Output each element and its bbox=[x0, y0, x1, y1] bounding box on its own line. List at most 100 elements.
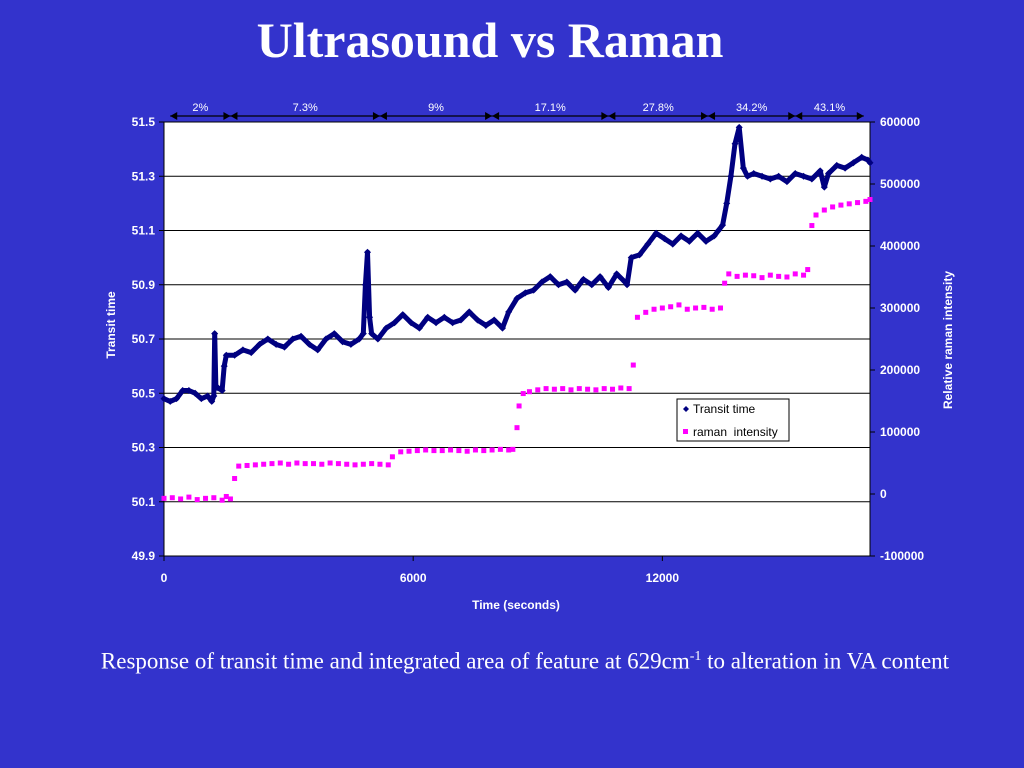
segment-2pct: 2% bbox=[170, 102, 231, 120]
transit-time-point bbox=[588, 281, 596, 289]
raman-point bbox=[701, 304, 707, 310]
transit-time-point bbox=[363, 248, 371, 256]
transit-time-point bbox=[710, 232, 718, 240]
raman-point bbox=[846, 201, 852, 207]
raman-point bbox=[302, 461, 308, 467]
transit-time-point bbox=[808, 175, 816, 183]
segment-label: 17.1% bbox=[535, 102, 566, 114]
raman-point bbox=[319, 461, 325, 467]
segment-arrowhead-right bbox=[372, 112, 380, 120]
raman-point bbox=[863, 198, 869, 204]
raman-point bbox=[634, 314, 640, 320]
transit-time-point bbox=[530, 286, 538, 294]
y-right-tick-label: -100000 bbox=[880, 549, 924, 563]
raman-point bbox=[406, 448, 412, 454]
axis-ticks: 51.5 51.3 51.1 50.9 50.7 50.5 50.3 50.1 49.9 6000… bbox=[132, 115, 925, 585]
raman-point bbox=[717, 305, 723, 311]
raman-point bbox=[398, 449, 404, 455]
transit-time-point bbox=[841, 164, 849, 172]
transit-time-point bbox=[714, 227, 722, 234]
raman-point bbox=[244, 462, 250, 468]
transit-time-point bbox=[783, 178, 791, 186]
transit-time-point bbox=[211, 330, 219, 338]
segment-arrowhead-right bbox=[601, 112, 609, 120]
raman-point bbox=[161, 495, 167, 501]
raman-point bbox=[651, 306, 657, 312]
transit-time-point bbox=[185, 387, 193, 395]
transit-time-point bbox=[432, 319, 440, 327]
series-layer bbox=[160, 123, 874, 503]
transit-time-point bbox=[390, 319, 398, 327]
transit-time-point bbox=[415, 324, 423, 332]
transit-time-point bbox=[743, 172, 751, 180]
legend-box bbox=[676, 398, 790, 442]
y-right-tick-label: 200000 bbox=[880, 363, 920, 377]
x-tick-label: 12000 bbox=[646, 571, 680, 585]
y-axis-label-left: Transit time bbox=[104, 291, 118, 359]
transit-time-point bbox=[424, 313, 432, 321]
raman-point bbox=[516, 403, 522, 409]
legend-marker-transit-time bbox=[683, 406, 689, 412]
y-left-tick-label: 51.5 bbox=[132, 115, 156, 129]
transit-time-point bbox=[482, 321, 490, 329]
raman-point bbox=[734, 273, 740, 279]
transit-time-point bbox=[272, 340, 280, 348]
chart: 51.5 51.3 51.1 50.9 50.7 50.5 50.3 50.1 49.9 6000… bbox=[104, 102, 955, 612]
transit-time-point bbox=[627, 254, 635, 262]
y-right-tick-label: 100000 bbox=[880, 425, 920, 439]
transit-time-point bbox=[366, 313, 374, 321]
transit-time-point bbox=[858, 153, 866, 161]
transit-time-point bbox=[636, 251, 644, 259]
raman-point bbox=[709, 306, 715, 312]
transit-time-point bbox=[314, 346, 322, 354]
transit-time-point bbox=[166, 397, 174, 405]
y-left-tick-label: 50.3 bbox=[132, 441, 156, 455]
transit-time-point bbox=[505, 308, 513, 316]
transit-time-point bbox=[218, 387, 226, 395]
segment-7-3pct: 7.3% bbox=[230, 102, 380, 120]
transit-time-point bbox=[816, 167, 824, 175]
raman-point bbox=[489, 447, 495, 453]
transit-time-point bbox=[791, 170, 799, 178]
transit-time-point bbox=[833, 161, 841, 169]
raman-point bbox=[261, 461, 267, 467]
y-right-tick-label: 0 bbox=[880, 487, 887, 501]
transit-time-point bbox=[322, 335, 330, 343]
segment-label: 7.3% bbox=[293, 102, 318, 114]
transit-time-point bbox=[563, 278, 571, 286]
raman-point bbox=[510, 446, 516, 452]
raman-point bbox=[194, 497, 200, 503]
raman-point bbox=[252, 462, 258, 468]
transit-time-point bbox=[172, 395, 180, 403]
transit-time-point bbox=[596, 273, 604, 281]
raman-point bbox=[414, 448, 420, 454]
raman-point bbox=[327, 460, 333, 466]
transit-time-point bbox=[289, 335, 297, 343]
raman-point bbox=[593, 387, 599, 393]
transit-time-point bbox=[538, 278, 546, 286]
transit-time-point bbox=[474, 316, 482, 324]
transit-time-point bbox=[247, 349, 255, 357]
transit-time-point bbox=[731, 140, 739, 148]
gridlines bbox=[164, 175, 870, 503]
caption-superscript: -1 bbox=[689, 649, 702, 664]
raman-point bbox=[352, 462, 358, 468]
raman-point bbox=[294, 460, 300, 466]
raman-point bbox=[805, 267, 811, 273]
transit-time-point bbox=[197, 395, 205, 403]
raman-point bbox=[821, 207, 827, 213]
transit-time-point bbox=[604, 283, 612, 291]
y-left-tick-label: 51.1 bbox=[132, 224, 156, 238]
raman-point bbox=[551, 386, 557, 392]
raman-point bbox=[385, 462, 391, 468]
raman-point bbox=[448, 447, 454, 453]
transit-time-point bbox=[399, 311, 407, 319]
y-left-tick-label: 51.3 bbox=[132, 169, 156, 183]
raman-point bbox=[514, 425, 520, 431]
transit-time-point bbox=[368, 330, 376, 338]
segment-arrowhead-right bbox=[701, 112, 709, 120]
raman-point bbox=[535, 387, 541, 393]
raman-point bbox=[506, 447, 512, 453]
raman-point bbox=[759, 275, 765, 281]
raman-point bbox=[232, 476, 238, 481]
